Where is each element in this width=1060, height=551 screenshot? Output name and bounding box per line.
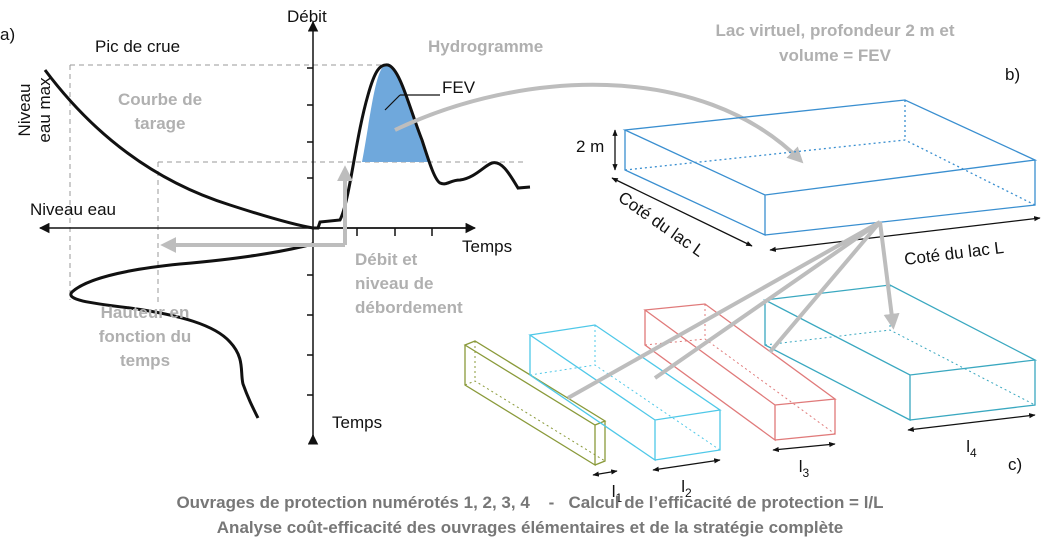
ticks (307, 67, 433, 396)
hydrograph-label: Hydrogramme (428, 37, 543, 56)
width-index: 2 (685, 486, 692, 500)
width-letter: l (612, 482, 616, 501)
rating-curve-label: Courbe de tarage (118, 90, 202, 133)
text-line: temps (120, 351, 170, 370)
work-box (762, 284, 1038, 422)
work-box (643, 303, 837, 442)
fev-label: FEV (442, 78, 476, 97)
arrows-to-works (567, 220, 893, 400)
fev-pointer (384, 94, 401, 111)
text-line: Hauteur en (101, 303, 190, 322)
width-index: 4 (970, 446, 977, 460)
rating-curve (43, 69, 314, 230)
hydrograph-curve (313, 63, 531, 230)
height-time-label: Hauteur en fonction du temps (99, 303, 192, 370)
work-box (463, 340, 607, 467)
width-label: l4 (966, 437, 977, 460)
overflow-label: Débit et niveau de débordement (355, 250, 463, 317)
text-line: niveau de (355, 274, 433, 293)
peak-label: Pic de crue (95, 37, 180, 56)
text-line: volume = FEV (779, 46, 892, 65)
width-index: 3 (803, 466, 810, 480)
width-dim (907, 413, 1036, 432)
caption: Ouvrages de protection numérotés 1, 2, 3… (176, 493, 883, 512)
text-line: tarage (134, 114, 185, 133)
guide-lines (69, 64, 525, 305)
text-line: Lac virtuel, profondeur 2 m et (716, 21, 955, 40)
y-axis-label: Débit (287, 7, 327, 26)
side-dim (769, 216, 1041, 252)
width-dim (592, 469, 618, 477)
work-box-hidden (764, 285, 1036, 406)
width-dim (772, 441, 836, 453)
text-line: débordement (355, 298, 463, 317)
text-line: Courbe de (118, 90, 202, 109)
max-level-label: Niveaueau max (15, 77, 54, 143)
panel-label: a) (0, 25, 15, 44)
y-axis-bottom-label: Temps (332, 413, 382, 432)
depth-label: 2 m (576, 137, 604, 156)
width-letter: l (799, 457, 803, 476)
width-label: l3 (799, 457, 810, 480)
x-axis-label: Temps (462, 237, 512, 256)
text-line: Débit et (355, 250, 418, 269)
lake-title: Lac virtuel, profondeur 2 m et volume = F… (716, 21, 955, 65)
text-line: Niveau (15, 84, 34, 137)
panel-label: b) (1005, 65, 1020, 84)
lake-hidden-edges (624, 100, 1036, 206)
side-label: Coté du lac L (903, 238, 1005, 269)
width-dim (652, 458, 721, 472)
panel-label: c) (1008, 455, 1022, 474)
width-label: l1 (612, 482, 623, 505)
width-index: 1 (616, 491, 623, 505)
arrow-to-lake (394, 82, 804, 164)
work-box-hidden (529, 325, 721, 451)
panel-b (622, 99, 1038, 237)
width-letter: l (681, 477, 685, 496)
text-line: fonction du (99, 327, 192, 346)
height-curve (69, 242, 314, 419)
x-axis-left-label: Niveau eau (30, 200, 116, 219)
width-label: l2 (681, 477, 692, 500)
dimensions (611, 129, 1041, 252)
caption: Analyse coût-efficacité des ouvrages élé… (217, 518, 843, 537)
panel-a: a) Débit Pic de crue Hydrogramme FEV Niv… (0, 7, 804, 445)
text-line: eau max (35, 77, 54, 143)
fev-area (362, 64, 430, 162)
side-label: Coté du lac L (615, 188, 708, 261)
width-letter: l (966, 437, 970, 456)
side-dim (611, 177, 753, 247)
work-box-hidden (464, 341, 606, 462)
